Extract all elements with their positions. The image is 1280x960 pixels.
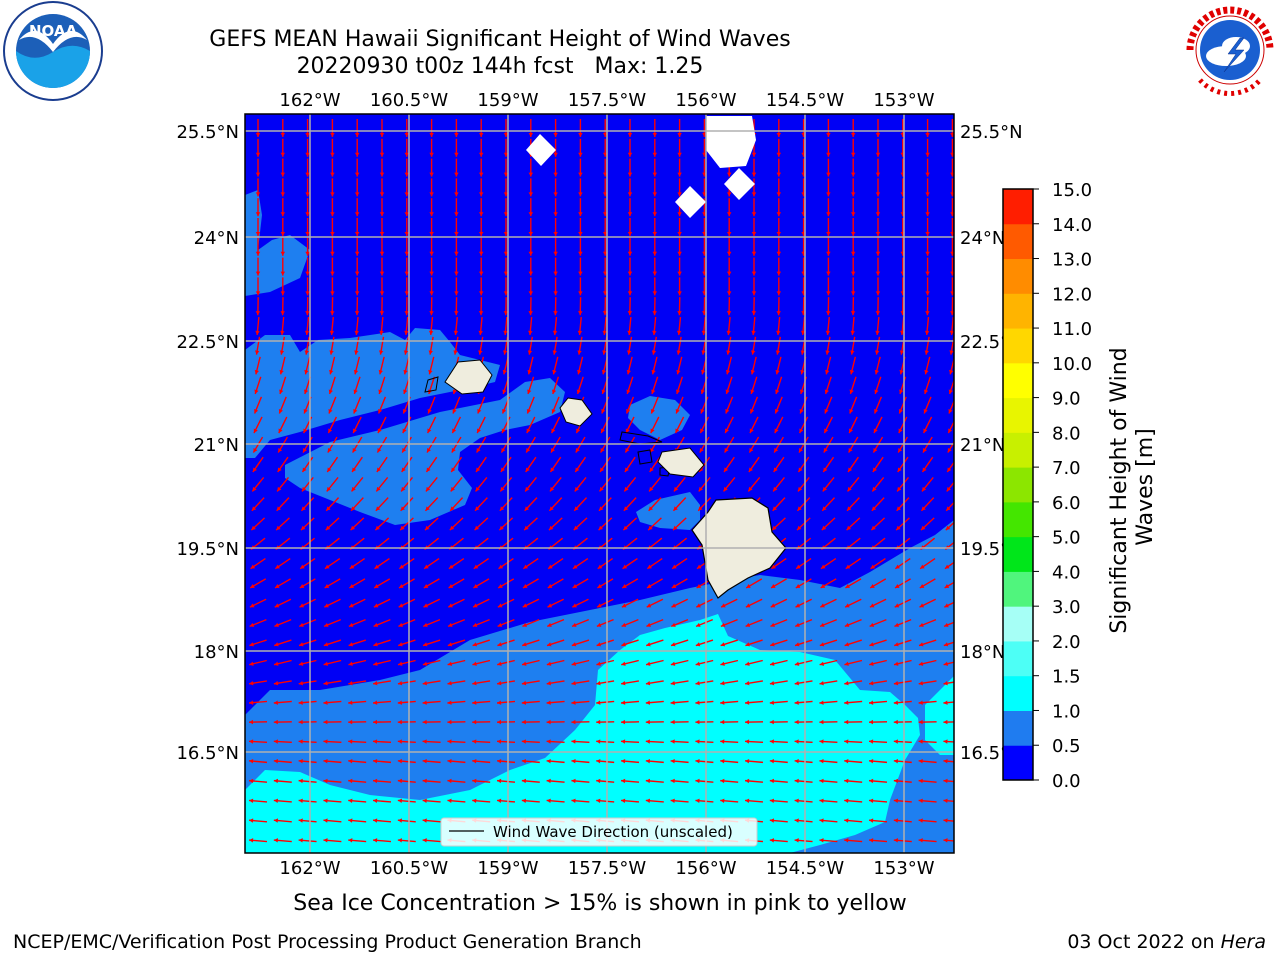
lon-tick-label-top: 154.5°W	[766, 90, 845, 111]
island-oahu	[559, 397, 593, 427]
lon-tick-label-top: 159°W	[477, 90, 538, 111]
max-value: Max: 1.25	[594, 54, 704, 79]
lon-tick-label-bottom: 157.5°W	[568, 858, 647, 879]
lat-tick-label-left: 16.5°N	[176, 743, 239, 764]
colorbar-tick-label: 10.0	[1052, 354, 1092, 375]
map-axis-labels: 162°W 162°W 160.5°W 160.5°W 159°W 159°W 157.5°…	[176, 90, 1022, 879]
wind-wave-direction-arrows	[248, 119, 954, 843]
footer-credit: NCEP/EMC/Verification Post Processing Pr…	[13, 931, 642, 953]
footer-host: Hera	[1220, 931, 1266, 953]
footer-date: 03 Oct 2022 on Hera	[1067, 931, 1266, 953]
colorbar-segment	[1003, 223, 1033, 260]
lat-tick-label-right: 24°N	[960, 228, 1005, 249]
colorbar-segment	[1003, 258, 1033, 294]
colorbar-segment	[1003, 467, 1033, 503]
colorbar-segment	[1003, 640, 1033, 677]
colorbar-label-line1: Significant Height of Wind	[1107, 347, 1132, 633]
colorbar-tick-label: 0.5	[1052, 736, 1081, 757]
lon-tick-label-bottom: 162°W	[279, 858, 340, 879]
lat-tick-label-left: 18°N	[194, 642, 239, 663]
lon-tick-label-bottom: 153°W	[873, 858, 934, 879]
colorbar-tick-label: 2.0	[1052, 632, 1081, 653]
lon-tick-label-top: 157.5°W	[568, 90, 647, 111]
map-legend: Wind Wave Direction (unscaled)	[440, 817, 758, 847]
colorbar-segment	[1003, 362, 1033, 399]
map-gridlines	[245, 114, 954, 853]
island-molokai	[619, 431, 663, 445]
island-kauai	[444, 359, 493, 395]
nearshore-gap-4	[724, 168, 755, 200]
colorbar-tick-label: 3.0	[1052, 597, 1081, 618]
colorbar-tick-label: 6.0	[1052, 493, 1081, 514]
colorbar-tick-label: 12.0	[1052, 284, 1092, 305]
lat-tick-label-right: 21°N	[960, 435, 1005, 456]
colorbar-label-line2: Waves [m]	[1133, 428, 1158, 545]
colorbar-tick-label: 9.0	[1052, 389, 1081, 410]
colorbar-segment	[1003, 501, 1033, 538]
island-maui	[657, 447, 705, 478]
chart-subtitle: 20220930 t00z 144h fcst Max: 1.25	[200, 54, 800, 80]
lat-tick-label-left: 19.5°N	[176, 539, 239, 560]
noaa-logo-icon: NOAA	[3, 1, 103, 101]
colorbar-tick-label: 15.0	[1052, 180, 1092, 201]
colorbar-tick-label: 14.0	[1052, 215, 1092, 236]
lat-tick-label-left: 25.5°N	[176, 122, 239, 143]
colorbar-segment	[1003, 745, 1033, 781]
lat-tick-label-left: 21°N	[194, 435, 239, 456]
colorbar-tick-label: 11.0	[1052, 319, 1092, 340]
colorbar-segment	[1003, 432, 1033, 468]
colorbar-segment	[1003, 189, 1033, 225]
map-area: Wind Wave Direction (unscaled)	[245, 114, 954, 853]
lon-tick-label-top: 153°W	[873, 90, 934, 111]
nws-logo-icon	[1182, 2, 1278, 98]
lat-tick-label-right: 18°N	[960, 642, 1005, 663]
colorbar-segment	[1003, 710, 1033, 746]
colorbar-tick-label: 4.0	[1052, 562, 1081, 583]
island-lanai	[637, 449, 653, 465]
lat-tick-label-left: 22.5°N	[176, 332, 239, 353]
wave-height-band-high	[245, 614, 954, 853]
colorbar-label: Significant Height of Wind Waves [m]	[1107, 340, 1158, 633]
lon-tick-label-bottom: 156°W	[675, 858, 736, 879]
colorbar-segment	[1003, 675, 1033, 711]
colorbar-segment	[1003, 397, 1033, 433]
svg-text:Significant Height of Wind: Significant Height of Wind Waves [m]	[1107, 340, 1158, 633]
lon-tick-label-top: 162°W	[279, 90, 340, 111]
island-niihau	[424, 376, 439, 393]
map-frame	[244, 113, 955, 854]
colorbar-segment	[1003, 293, 1033, 329]
nearshore-gap-2	[526, 134, 556, 166]
colorbar-tick-label: 13.0	[1052, 250, 1092, 271]
lon-tick-label-bottom: 160.5°W	[370, 858, 449, 879]
nearshore-gap-1	[706, 116, 756, 168]
forecast-date: 20220930 t00z 144h fcst	[296, 54, 574, 79]
colorbar-tick-label: 1.0	[1052, 701, 1081, 722]
colorbar-tick-label: 5.0	[1052, 528, 1081, 549]
lon-tick-label-top: 156°W	[675, 90, 736, 111]
lon-tick-label-bottom: 154.5°W	[766, 858, 845, 879]
colorbar-segment	[1003, 571, 1033, 607]
lat-tick-label-left: 24°N	[194, 228, 239, 249]
colorbar-segment	[1003, 536, 1033, 572]
chart-title: GEFS MEAN Hawaii Significant Height of W…	[209, 27, 791, 52]
noaa-logo-text: NOAA	[29, 22, 78, 40]
colorbar-tick-label: 8.0	[1052, 423, 1081, 444]
lat-tick-label-right: 25.5°N	[960, 122, 1023, 143]
footer-date-text: 03 Oct 2022 on	[1067, 931, 1215, 953]
colorbar-segment	[1003, 328, 1033, 364]
colorbar-tick-label: 0.0	[1052, 771, 1081, 792]
legend-label: Wind Wave Direction (unscaled)	[493, 823, 733, 841]
nearshore-gap-3	[675, 186, 706, 218]
colorbar-segment	[1003, 606, 1033, 642]
colorbar: 0.0 0.5 1.0 1.5 2.0 3.0 4.0 5.0 6.0 7.0 8.0 9.0 10.0…	[1002, 180, 1092, 792]
colorbar-tick-label: 7.0	[1052, 458, 1081, 479]
lon-tick-label-top: 160.5°W	[370, 90, 449, 111]
lon-tick-label-bottom: 159°W	[477, 858, 538, 879]
sea-ice-caption: Sea Ice Concentration > 15% is shown in …	[293, 891, 907, 916]
colorbar-tick-label: 1.5	[1052, 667, 1081, 688]
